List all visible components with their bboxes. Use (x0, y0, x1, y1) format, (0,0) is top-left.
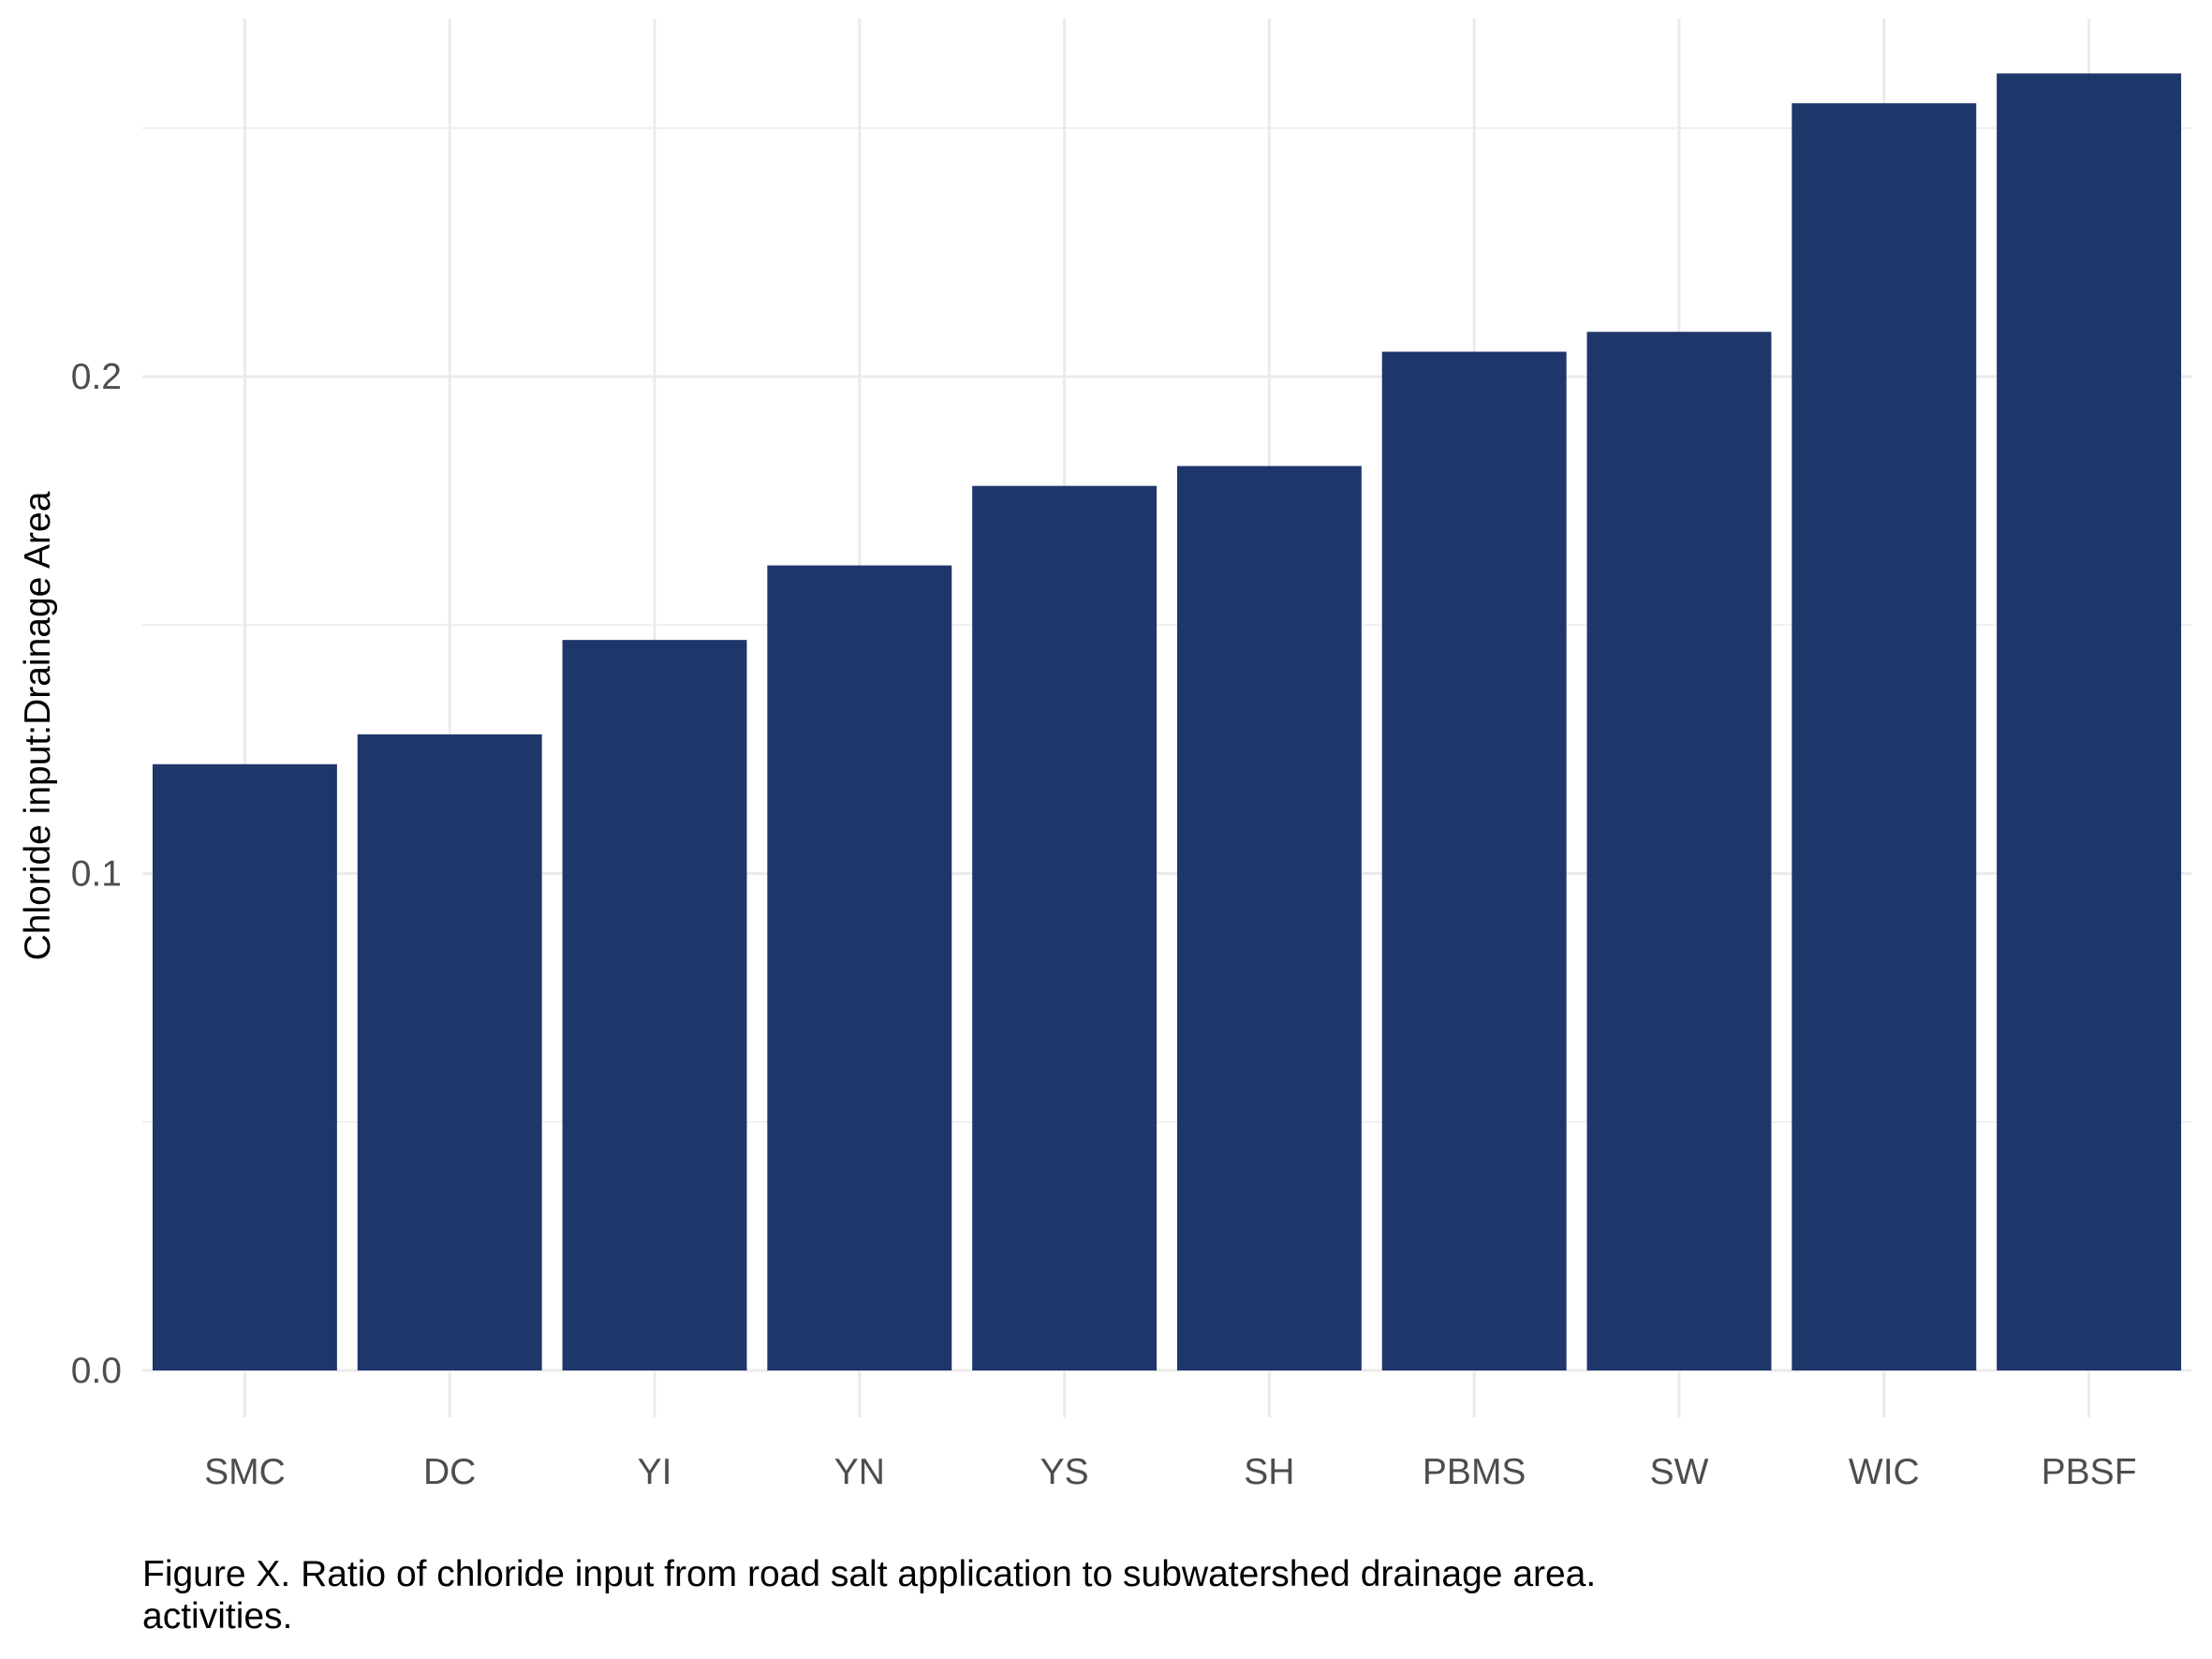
x-tick-label: DC (423, 1452, 476, 1492)
y-axis-ticks: 0.0 0.1 0.2 (71, 357, 122, 1391)
x-tick-label: YS (1040, 1452, 1089, 1492)
bar-wic (1792, 103, 1977, 1371)
bar-yi (562, 640, 747, 1370)
x-tick-label: YI (638, 1452, 672, 1492)
bar-pbsf (1997, 73, 2182, 1370)
bar-pbms (1381, 351, 1567, 1371)
bar-sh (1176, 466, 1362, 1370)
x-tick-label: SW (1650, 1452, 1709, 1492)
bar-yn (767, 565, 952, 1370)
caption-line-1: Figure X. Ratio of chloride input from r… (142, 1554, 1597, 1594)
bar-dc (357, 733, 542, 1370)
x-tick-label: PBSF (2042, 1452, 2137, 1492)
y-tick-label: 0.2 (71, 357, 122, 397)
y-axis-title: Chloride input:Drainage Area (18, 491, 58, 960)
x-tick-label: YN (834, 1452, 885, 1492)
figure-caption: Figure X. Ratio of chloride input from r… (142, 1553, 2109, 1637)
x-tick-label: SMC (204, 1452, 286, 1492)
y-tick-label: 0.0 (71, 1351, 122, 1391)
bar-smc (152, 763, 337, 1370)
bars (152, 73, 2182, 1371)
x-tick-label: WIC (1849, 1452, 1920, 1492)
y-tick-label: 0.1 (71, 854, 122, 895)
x-axis-ticks: SMC DC YI YN YS SH PBMS SW WIC PBSF (204, 1452, 2136, 1492)
bar-ys (972, 485, 1158, 1370)
bar-sw (1586, 332, 1772, 1370)
caption-line-2: activities. (142, 1596, 293, 1637)
x-tick-label: SH (1244, 1452, 1294, 1492)
x-tick-label: PBMS (1423, 1452, 1526, 1492)
